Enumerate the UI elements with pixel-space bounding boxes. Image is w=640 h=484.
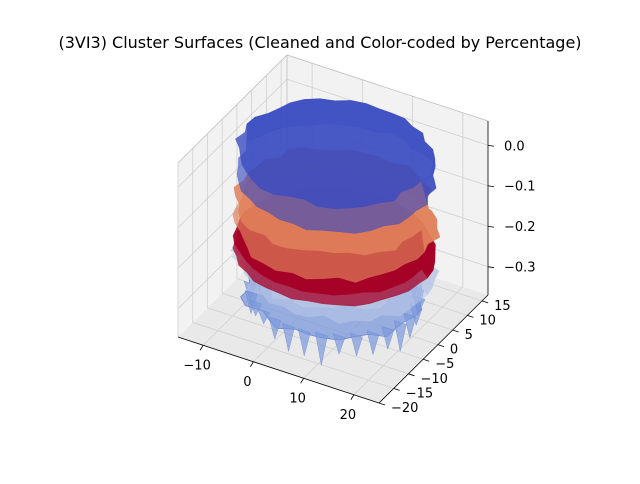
- y-tick-label: 10: [479, 313, 496, 328]
- z-tick: [487, 225, 495, 228]
- y-tick-label: 15: [494, 299, 511, 314]
- x-tick-label: −10: [183, 358, 210, 373]
- y-gridline: [207, 133, 409, 375]
- surface-spike: [403, 312, 417, 340]
- x-axis-line: [177, 336, 380, 404]
- surface-spike: [366, 330, 380, 356]
- x-tick: [199, 345, 204, 351]
- y-tick: [452, 329, 459, 333]
- y-tick: [423, 358, 430, 362]
- x-tick: [300, 378, 304, 384]
- surface-spike: [381, 326, 395, 351]
- surface-spike: [350, 332, 363, 357]
- y-tick: [408, 373, 415, 377]
- surface-spike: [268, 316, 282, 340]
- z-tick-label: 0.0: [504, 139, 525, 154]
- y-tick: [467, 315, 474, 318]
- y-tick-label: −10: [420, 372, 447, 387]
- z-tick: [487, 144, 495, 147]
- y-tick-label: −15: [406, 386, 433, 401]
- x-tick: [350, 394, 355, 400]
- y-tick-label: 5: [465, 328, 473, 343]
- surface-spike: [282, 323, 295, 352]
- z-tick-label: −0.2: [504, 220, 536, 235]
- surface-spike: [315, 331, 328, 366]
- y-gridline: [192, 148, 394, 389]
- z-tick-label: −0.1: [504, 180, 536, 195]
- x-tick-label: 20: [340, 408, 357, 423]
- y-tick: [481, 300, 489, 304]
- surface-spike: [297, 328, 311, 356]
- x-tick-label: 10: [289, 391, 306, 406]
- surface-spike: [393, 320, 407, 352]
- z-tick: [487, 266, 495, 269]
- y-tick-label: −5: [435, 357, 454, 372]
- y-tick: [393, 388, 400, 391]
- surface-spike: [332, 333, 346, 355]
- x-gridline: [353, 112, 464, 396]
- y-tick: [378, 402, 386, 406]
- y-tick: [437, 344, 445, 348]
- y-tick-label: −20: [391, 401, 418, 416]
- y-axis-line: [378, 294, 489, 404]
- y-tick-label: 0: [450, 343, 458, 358]
- surface-spike: [257, 308, 270, 325]
- surface-top-layer: [235, 98, 436, 210]
- x-tick-label: 0: [243, 375, 251, 390]
- x-tick: [250, 361, 254, 367]
- z-tick: [487, 185, 495, 188]
- z-tick-label: −0.3: [504, 261, 536, 276]
- chart-title: (3VI3) Cluster Surfaces (Cleaned and Col…: [58, 33, 582, 52]
